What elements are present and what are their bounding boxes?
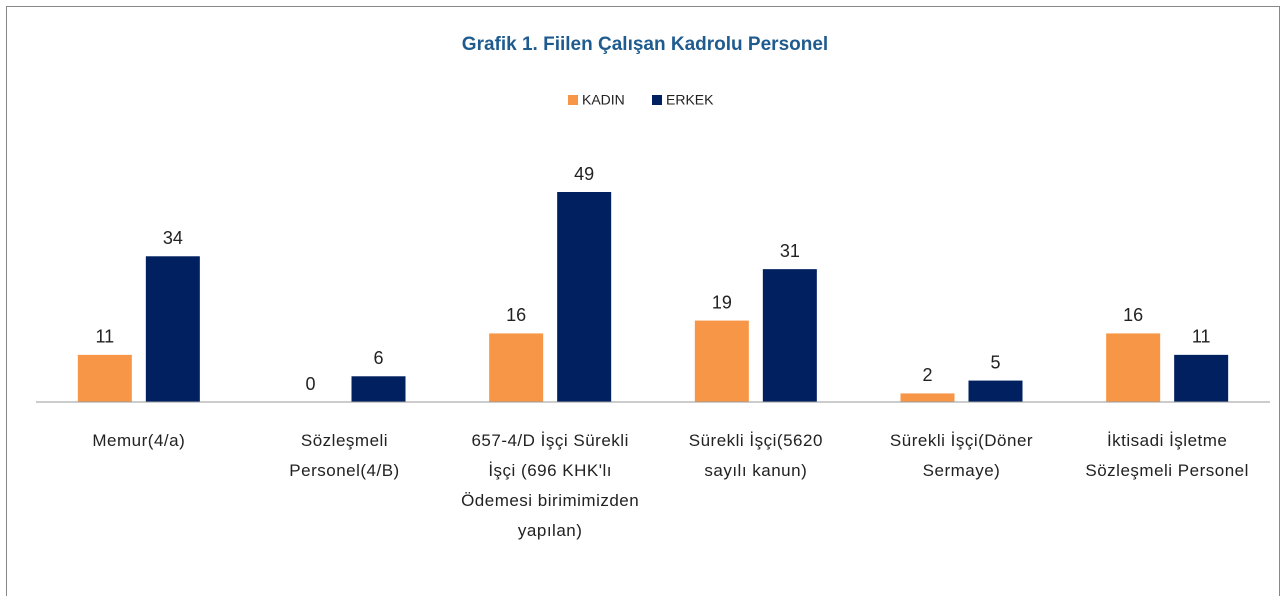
- x-tick-label: Sözleşmeli Personel(4/B): [289, 431, 400, 480]
- bar: [77, 354, 132, 402]
- chart-title: Grafik 1. Fiilen Çalışan Kadrolu Persone…: [462, 34, 828, 55]
- legend-swatch: [652, 95, 662, 105]
- bar: [694, 320, 749, 402]
- data-label: 11: [1192, 327, 1211, 347]
- data-label: 16: [1123, 305, 1143, 325]
- bar: [968, 380, 1023, 402]
- legend-swatch: [568, 95, 578, 105]
- chart-frame: [6, 6, 1280, 596]
- x-tick-label: Memur(4/a): [92, 431, 186, 450]
- data-label: 5: [990, 352, 1000, 372]
- bar: [1106, 333, 1161, 402]
- data-label: 49: [574, 164, 594, 184]
- legend-label: ERKEK: [666, 92, 714, 108]
- bar: [900, 393, 955, 402]
- data-label: 19: [712, 292, 732, 312]
- data-label: 11: [95, 327, 114, 347]
- bar: [557, 192, 612, 402]
- data-label: 34: [163, 228, 183, 248]
- bar: [1174, 354, 1229, 402]
- x-tick-label: Sürekli İşçi(5620 sayılı kanun): [688, 431, 823, 480]
- bar: [145, 256, 200, 402]
- x-tick-label: 657-4/D İşçi Sürekli İşçi (696 KHK'lı Öd…: [461, 431, 640, 540]
- data-label: 31: [780, 241, 800, 261]
- data-label: 0: [305, 374, 315, 394]
- data-label: 16: [506, 305, 526, 325]
- x-tick-label: Sürekli İşçi(Döner Sermaye): [889, 431, 1034, 480]
- data-label: 2: [922, 365, 932, 385]
- bar: [762, 269, 817, 402]
- x-tick-label: İktisadi İşletme Sözleşmeli Personel: [1085, 431, 1249, 480]
- bar: [351, 376, 406, 402]
- legend-label: KADIN: [582, 92, 625, 108]
- data-label: 6: [373, 348, 383, 368]
- bar: [489, 333, 544, 402]
